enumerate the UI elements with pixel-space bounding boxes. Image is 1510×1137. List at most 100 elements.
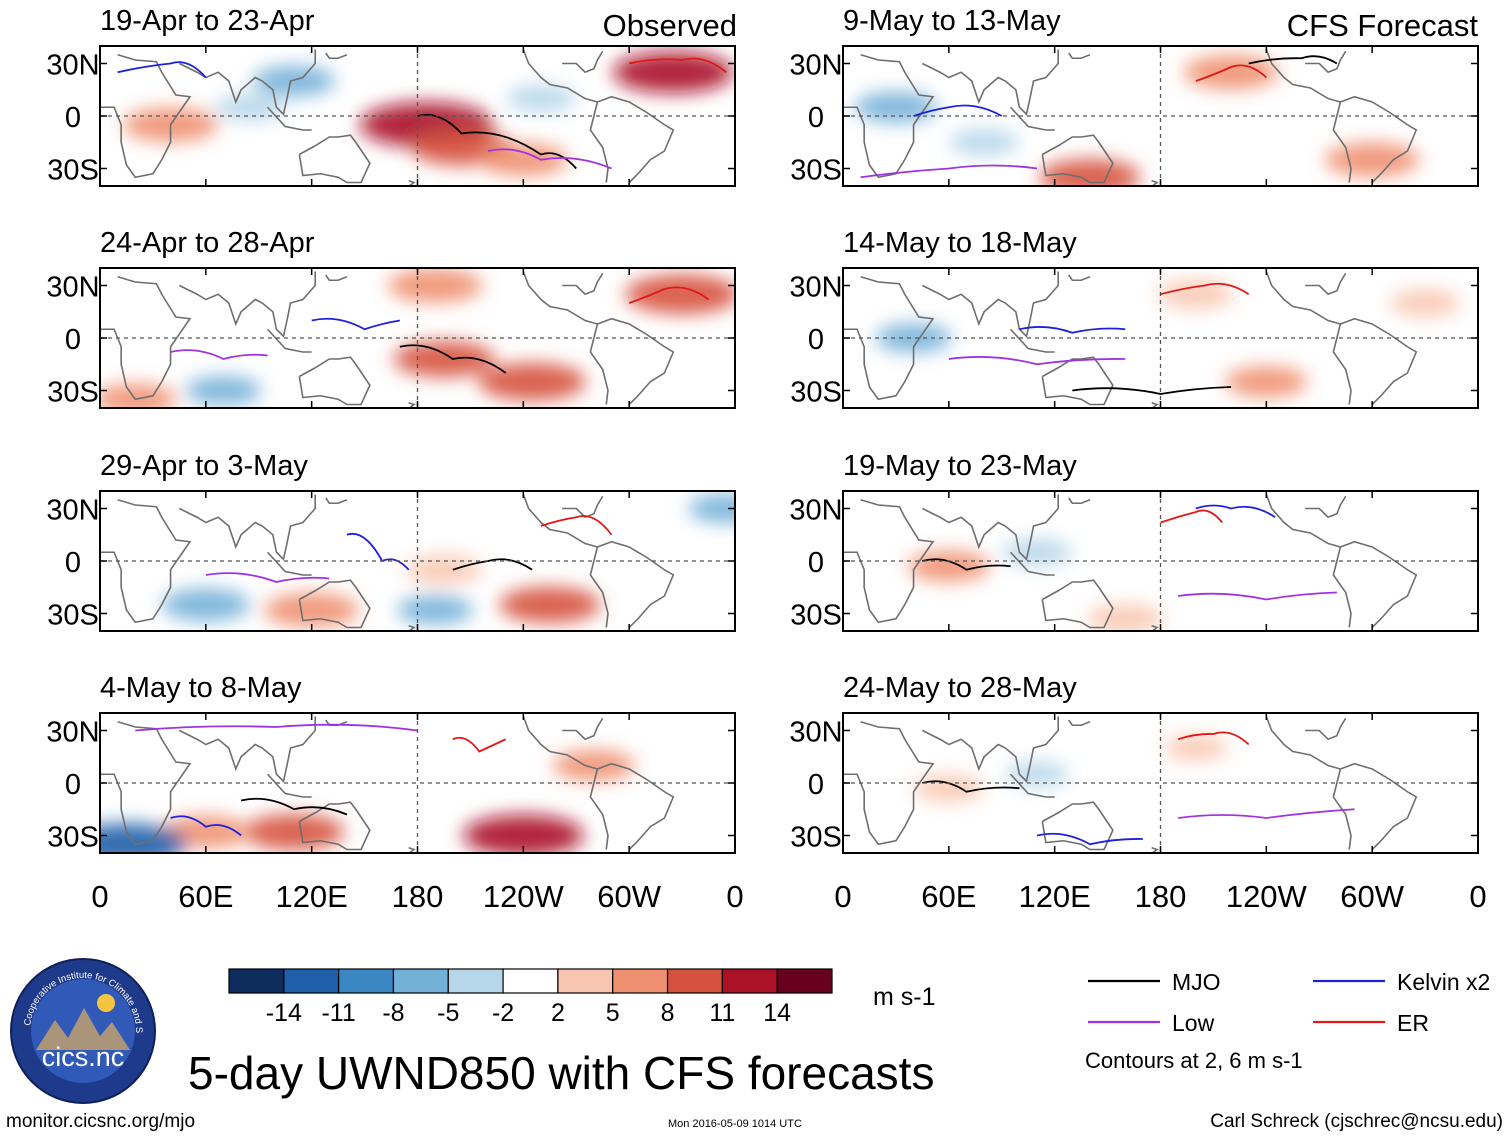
- x-tick-label: 120E: [1018, 879, 1090, 914]
- x-tick-label: 0: [726, 879, 743, 914]
- coastline: [1305, 50, 1347, 74]
- anomaly-blob: [506, 84, 576, 113]
- anomaly-blob: [875, 323, 952, 353]
- colorbar-swatch: [228, 968, 285, 994]
- contour-er: [452, 736, 507, 753]
- coastline: [597, 95, 675, 184]
- panel-field: [100, 49, 734, 186]
- anomaly-blob: [498, 586, 601, 623]
- coastline: [843, 275, 935, 401]
- colorbar-swatch: [721, 968, 778, 994]
- panel-label: 19-May to 23-May: [843, 450, 1077, 482]
- contour-kelvin-x2: [1019, 326, 1126, 334]
- panel-field: [843, 271, 1460, 408]
- legend-label-er: ER: [1397, 1010, 1429, 1036]
- contour-er: [628, 286, 710, 304]
- legend-label-low: Low: [1172, 1010, 1215, 1036]
- anomaly-blob: [478, 143, 568, 177]
- colorbar-swatch: [447, 968, 504, 994]
- x-tick-label: 0: [91, 879, 108, 914]
- coastline: [179, 49, 316, 116]
- anomaly-blob: [624, 274, 735, 315]
- contour-er: [1177, 731, 1250, 746]
- anomaly-blob: [264, 592, 360, 628]
- colorbar-swatch: [776, 968, 833, 994]
- anomaly-blob: [914, 774, 984, 802]
- y-tick-label: 30S: [47, 155, 99, 187]
- y-tick-label: 0: [808, 324, 824, 356]
- coastline: [298, 801, 371, 851]
- x-tick-label: 120W: [483, 879, 565, 914]
- y-tick-label: 30N: [46, 50, 99, 82]
- contour-low: [1178, 591, 1337, 601]
- coastline: [266, 551, 312, 576]
- anomaly-blob: [252, 65, 336, 97]
- anomaly-blob: [161, 588, 251, 622]
- coastline: [1265, 716, 1352, 850]
- x-tick-label: 120E: [275, 879, 347, 914]
- y-tick-label: 0: [808, 547, 824, 579]
- colorbar-tick-label: -2: [492, 999, 514, 1027]
- contour-low: [135, 723, 418, 732]
- anomaly-blob: [1225, 366, 1308, 398]
- coastline: [843, 498, 935, 624]
- coastline: [179, 716, 316, 783]
- y-tick-label: 30S: [790, 377, 842, 409]
- coastline: [1340, 540, 1418, 629]
- contour-mjo: [240, 797, 348, 816]
- legend-label-mjo: MJO: [1172, 969, 1221, 995]
- x-tick-label: 0: [1469, 879, 1486, 914]
- colorbar: -14 -11 -8 -5 -2 2 5 8 11 14: [228, 968, 833, 1027]
- contour-mjo: [399, 344, 507, 374]
- colorbar-swatch: [502, 968, 559, 994]
- anomaly-blob: [405, 555, 482, 585]
- coastline: [522, 494, 609, 628]
- coastline: [522, 49, 609, 183]
- y-tick-label: 30N: [46, 495, 99, 527]
- y-tick-label: 0: [808, 102, 824, 134]
- coastline: [1041, 356, 1114, 406]
- contour-low: [487, 148, 612, 170]
- panel-label: 14-May to 18-May: [843, 227, 1077, 259]
- coastline: [1041, 579, 1114, 629]
- coastline: [1265, 49, 1352, 183]
- coastline: [1265, 494, 1352, 628]
- coastline: [1150, 179, 1159, 186]
- contour-note: Contours at 2, 6 m s-1: [1085, 1048, 1303, 1073]
- coastline: [562, 272, 604, 296]
- column-header-forecast: CFS Forecast: [1287, 8, 1479, 43]
- coastline: [562, 717, 604, 741]
- contour-kelvin-x2: [311, 317, 400, 331]
- contour-kelvin-x2: [170, 815, 242, 837]
- anomaly-blob: [1324, 142, 1420, 177]
- colorbar-swatch: [283, 968, 340, 994]
- coastline: [266, 106, 312, 131]
- anomaly-blob: [612, 51, 734, 94]
- website-link[interactable]: monitor.cicsnc.org/mjo: [6, 1111, 195, 1132]
- contour-mjo: [922, 780, 1020, 793]
- panel-label: 29-Apr to 3-May: [100, 450, 308, 482]
- anomaly-blob: [243, 813, 345, 851]
- y-tick-label: 30N: [789, 272, 842, 304]
- y-tick-label: 30N: [46, 272, 99, 304]
- contour-low: [205, 572, 330, 583]
- coastline: [1340, 762, 1418, 851]
- x-tick-label: 0: [834, 879, 851, 914]
- coastline: [562, 50, 604, 74]
- anomaly-blob: [1390, 289, 1460, 317]
- anomaly-blob: [688, 494, 735, 523]
- coastline: [1041, 134, 1114, 184]
- anomaly-blob: [478, 362, 587, 401]
- coastline: [407, 401, 416, 408]
- contour-low: [170, 349, 268, 360]
- anomaly-blob: [1164, 735, 1228, 761]
- coastline: [1340, 317, 1418, 406]
- panel-label: 4-May to 8-May: [100, 672, 302, 704]
- coastline: [407, 179, 416, 186]
- coastline: [1009, 551, 1055, 576]
- colorbar-tick-label: 8: [661, 999, 675, 1027]
- y-tick-label: 30S: [47, 600, 99, 632]
- y-tick-label: 30S: [47, 822, 99, 854]
